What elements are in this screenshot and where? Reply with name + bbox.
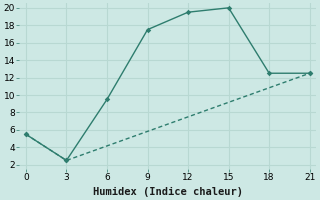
X-axis label: Humidex (Indice chaleur): Humidex (Indice chaleur)	[93, 186, 243, 197]
